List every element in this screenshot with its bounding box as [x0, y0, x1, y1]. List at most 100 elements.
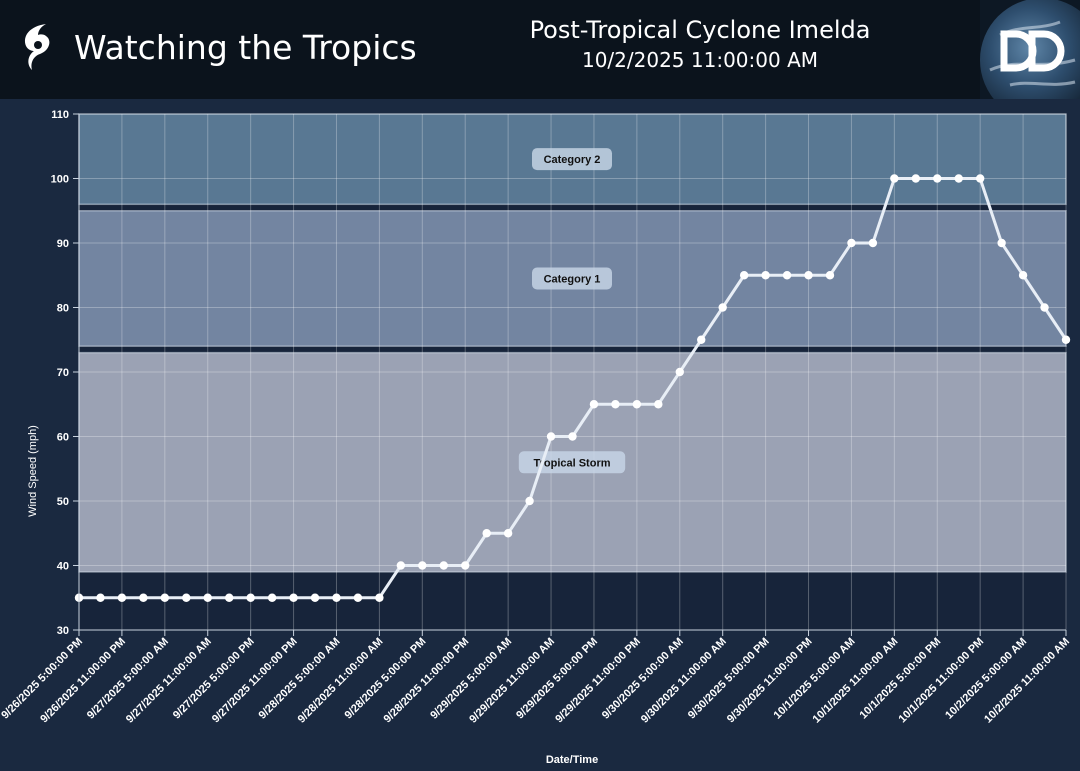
header-bar: Watching the Tropics Post-Tropical Cyclo… [0, 0, 1080, 99]
data-point [139, 593, 148, 602]
x-axis-label: Date/Time [546, 754, 598, 766]
data-point [332, 593, 341, 602]
x-tick-label: 9/30/2025 5:00:00 PM [686, 636, 772, 722]
band-label-category-1: Category 1 [532, 267, 612, 290]
data-point [739, 271, 749, 280]
y-tick-label: 70 [57, 367, 69, 379]
x-tick-label: 9/30/2025 5:00:00 AM [600, 636, 686, 722]
band-label-text: Category 2 [544, 154, 601, 166]
x-tick-label: 9/26/2025 11:00:00 PM [38, 636, 128, 726]
y-axis: 30 40 50 60 70 80 90 100 110 [51, 109, 80, 637]
y-axis-label: Wind Speed (mph) [27, 425, 39, 517]
y-tick-label: 100 [51, 174, 69, 186]
data-point [310, 593, 320, 602]
data-point [954, 174, 963, 183]
x-tick-label: 9/27/2025 5:00:00 PM [171, 636, 257, 722]
data-point [825, 271, 835, 280]
y-tick-label: 80 [57, 303, 69, 315]
x-tick-label: 9/30/2025 11:00:00 PM [725, 636, 815, 726]
data-point [461, 561, 470, 570]
band-label-box [532, 148, 612, 171]
data-point [911, 174, 921, 183]
data-point [267, 593, 277, 602]
data-point [761, 271, 770, 280]
data-point [568, 432, 577, 441]
data-point [482, 529, 491, 538]
x-tick-label: 9/30/2025 11:00:00 AM [639, 636, 729, 726]
dd-globe-logo[interactable] [980, 0, 1080, 99]
x-tick-label: 10/1/2025 5:00:00 AM [772, 636, 858, 722]
x-tick-label: 10/1/2025 5:00:00 PM [857, 636, 943, 722]
data-point [439, 561, 448, 570]
x-tick-label: 9/29/2025 5:00:00 AM [428, 636, 514, 722]
brand[interactable]: Watching the Tropics [16, 20, 417, 74]
storm-info: Post-Tropical Cyclone Imelda 10/2/2025 1… [500, 16, 900, 72]
storm-name: Post-Tropical Cyclone Imelda [529, 16, 871, 44]
data-point [997, 238, 1006, 248]
data-point [224, 593, 234, 602]
data-point [675, 367, 684, 377]
data-point [160, 593, 170, 602]
data-point [632, 400, 642, 409]
x-tick-label: 9/29/2025 11:00:00 AM [467, 636, 557, 726]
data-point [117, 593, 127, 602]
data-point [804, 271, 813, 280]
x-axis: 9/26/2025 5:00:00 PM9/26/2025 11:00:00 P… [0, 629, 1072, 726]
data-point [1061, 335, 1071, 344]
y-tick-label: 60 [57, 432, 69, 444]
band-label-category-2: Category 2 [532, 148, 612, 171]
data-point [782, 271, 792, 280]
app-title: Watching the Tropics [74, 27, 417, 67]
x-tick-label: 10/2/2025 5:00:00 AM [943, 636, 1029, 722]
x-tick-label: 10/2/2025 11:00:00 AM [982, 636, 1072, 726]
data-point [589, 400, 599, 409]
data-point [546, 432, 556, 441]
x-tick-label: 9/27/2025 11:00:00 PM [210, 636, 300, 726]
x-tick-label: 9/29/2025 11:00:00 PM [553, 636, 643, 726]
x-tick-label: 9/28/2025 5:00:00 AM [257, 636, 343, 722]
data-point [868, 238, 878, 248]
y-tick-label: 50 [57, 496, 69, 508]
hurricane-icon [24, 24, 50, 70]
data-point [890, 174, 899, 183]
data-point [697, 335, 706, 344]
data-point [418, 561, 427, 570]
data-point [933, 174, 942, 183]
data-point [353, 593, 363, 602]
y-tick-label: 110 [51, 109, 69, 121]
data-point [654, 400, 663, 409]
data-point [975, 174, 985, 183]
x-tick-label: 9/28/2025 11:00:00 AM [296, 636, 386, 726]
data-points [74, 174, 1071, 602]
data-point [246, 593, 255, 602]
data-point [503, 529, 513, 538]
data-point [182, 593, 191, 602]
x-tick-label: 9/28/2025 11:00:00 PM [382, 636, 472, 726]
data-point [96, 593, 105, 602]
wind-speed-chart: Tropical Storm Category 1 Category 2 30 40 5… [0, 109, 1072, 766]
x-tick-label: 9/27/2025 5:00:00 AM [85, 636, 171, 722]
x-tick-label: 9/29/2025 5:00:00 PM [514, 636, 600, 722]
data-point [203, 593, 212, 602]
x-tick-label: 9/26/2025 5:00:00 PM [0, 636, 85, 722]
y-tick-label: 30 [57, 625, 69, 637]
data-point [847, 238, 856, 248]
data-point [718, 303, 727, 312]
x-tick-label: 9/28/2025 5:00:00 PM [343, 636, 429, 722]
data-point [375, 593, 384, 602]
x-tick-label: 10/1/2025 11:00:00 AM [811, 636, 901, 726]
data-point [1018, 271, 1028, 280]
grid [78, 113, 1067, 631]
storm-timestamp: 10/2/2025 11:00:00 AM [581, 48, 819, 72]
x-tick-label: 9/27/2025 11:00:00 AM [124, 636, 214, 726]
y-tick-label: 40 [57, 561, 69, 573]
y-tick-label: 90 [57, 238, 69, 250]
band-label-text: Tropical Storm [533, 457, 610, 469]
data-point [396, 561, 406, 570]
band-label-tropical-storm: Tropical Storm [518, 451, 626, 474]
data-point [1040, 303, 1049, 312]
data-point [525, 496, 534, 506]
data-point [611, 400, 620, 409]
band-label-box [532, 267, 612, 290]
data-point [289, 593, 298, 602]
